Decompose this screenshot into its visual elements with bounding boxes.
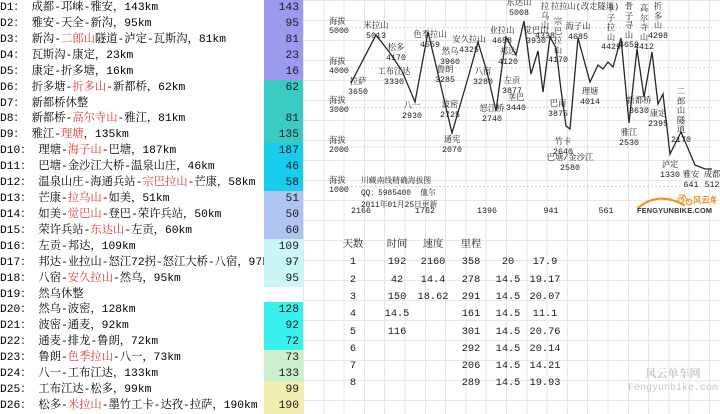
- svg-text:FENGYUNBIKE.COM: FENGYUNBIKE.COM: [637, 206, 712, 215]
- svg-text:风云单车: 风云单车: [693, 195, 716, 205]
